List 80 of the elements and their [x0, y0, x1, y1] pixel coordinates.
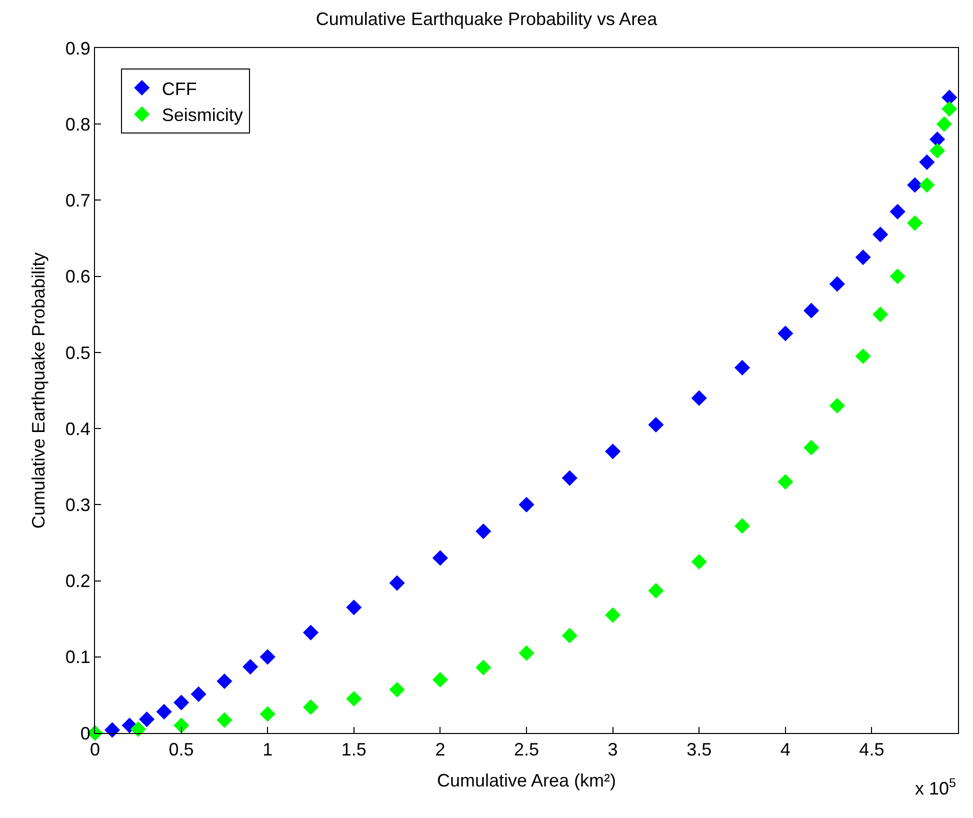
y-tick-label: 0.8: [65, 114, 90, 134]
point: [174, 694, 190, 710]
y-tick-label: 0.7: [65, 190, 90, 211]
point: [648, 416, 664, 433]
point: [104, 722, 120, 738]
point: [605, 444, 621, 460]
point: [174, 718, 190, 734]
point: [929, 142, 946, 159]
point: [518, 645, 534, 661]
point: [734, 360, 750, 376]
x-tick-label: 0.5: [168, 740, 194, 760]
point: [190, 686, 206, 702]
point: [242, 658, 258, 675]
text: x 10$^{5}$: [915, 776, 956, 799]
point: [803, 302, 820, 318]
point: [829, 276, 845, 292]
point: [216, 712, 232, 728]
point: [872, 306, 888, 322]
x-tick-label: 1.5: [341, 740, 366, 760]
point: [562, 470, 578, 486]
y-tick-label: 0.9: [65, 38, 90, 58]
point: [260, 706, 276, 722]
point: [829, 398, 845, 414]
point: [778, 326, 794, 342]
point: [691, 554, 707, 570]
x-tick-label: 2: [435, 740, 446, 760]
point: [518, 496, 534, 512]
point: [942, 101, 958, 117]
point: [919, 177, 935, 193]
point: [919, 154, 935, 170]
point: [476, 524, 492, 540]
point: [890, 204, 906, 220]
y-tick-label: 0.3: [65, 494, 90, 515]
y-tick-label: 0.4: [65, 418, 90, 439]
point: [216, 673, 232, 690]
point: [389, 575, 405, 591]
point: [734, 518, 750, 534]
point: [907, 177, 923, 193]
point: [432, 672, 448, 688]
y-tick-label: 0.1: [65, 647, 90, 668]
point: [346, 690, 362, 707]
point: [432, 550, 448, 566]
point: [648, 582, 664, 598]
x-tick-label: 3: [608, 740, 618, 760]
x-tick-label: 4.5: [859, 740, 884, 760]
point: [156, 704, 172, 720]
point: [855, 348, 871, 364]
point: [476, 660, 492, 676]
point: [302, 624, 319, 640]
point: [605, 607, 621, 623]
x-tick-label: 1: [262, 740, 273, 760]
point: [389, 682, 405, 698]
point: [302, 699, 319, 715]
point: [803, 440, 820, 456]
point: [890, 268, 906, 284]
point: [872, 226, 888, 242]
x-tick-label: 2.5: [514, 740, 540, 760]
point: [929, 132, 946, 148]
x-tick-label: 4: [780, 740, 790, 760]
point: [691, 390, 707, 406]
legend-label: Seismicity: [162, 105, 243, 126]
point: [907, 215, 923, 231]
y-tick-label: 0.5: [65, 342, 90, 363]
y-tick-label: 0.2: [65, 571, 90, 592]
point: [130, 721, 146, 737]
point: [942, 90, 958, 106]
x-axis-title: Cumulative Area (km²): [436, 770, 616, 791]
point: [562, 628, 578, 644]
y-tick-label: 0.6: [65, 266, 90, 287]
chart-title: Cumulative Earthquake Probability vs Area: [316, 8, 658, 29]
point: [778, 474, 794, 490]
point: [936, 116, 952, 132]
point: [260, 649, 276, 665]
y-tick-label: 0: [80, 723, 90, 744]
point: [855, 250, 871, 266]
point: [346, 600, 362, 616]
point: [138, 712, 155, 728]
y-axis-title: Cumulative Earthquake Probability: [28, 252, 49, 529]
legend-label: CFF: [162, 78, 197, 99]
x-tick-label: 3.5: [686, 740, 712, 760]
